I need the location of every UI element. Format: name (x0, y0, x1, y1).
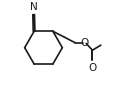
Text: O: O (88, 63, 96, 73)
Text: O: O (80, 38, 89, 48)
Text: N: N (30, 2, 38, 12)
